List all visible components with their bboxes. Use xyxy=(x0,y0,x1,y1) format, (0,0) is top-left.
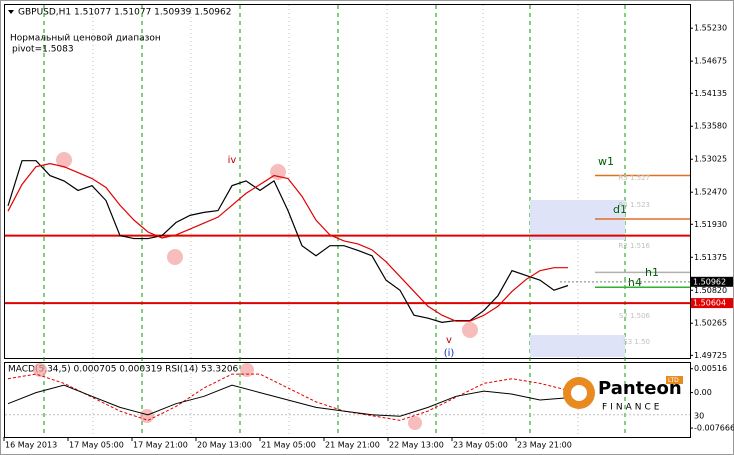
current-price-box xyxy=(691,276,733,287)
y-tick-label: 1.51375 xyxy=(694,253,727,262)
y-tick-label: 1.54675 xyxy=(694,57,727,66)
wave-label: (i) xyxy=(444,348,455,359)
logo-sub: FINANCE xyxy=(602,403,662,413)
current-price-label: 1.50962 xyxy=(693,277,726,286)
pivot-note: pivot=1.5083 xyxy=(12,45,74,55)
x-tick-label: 20 May 13:00 xyxy=(197,441,252,450)
x-tick-label: 22 May 13:00 xyxy=(389,441,444,450)
logo-badge-text: LTD xyxy=(668,377,679,384)
y-tick-label: 1.53025 xyxy=(694,155,727,164)
y-tick-label: 1.49725 xyxy=(694,351,727,360)
level-label: 1.50604 xyxy=(693,299,726,308)
indicator-panel xyxy=(4,362,691,438)
x-tick-label: 23 May 21:00 xyxy=(517,441,572,450)
pivot-level-label: S3 1.50 xyxy=(623,338,650,346)
highlight xyxy=(240,363,254,377)
collapse-icon xyxy=(8,10,14,14)
series-line xyxy=(7,163,568,322)
highlight xyxy=(462,322,478,338)
x-tick-label: 21 May 05:00 xyxy=(261,441,316,450)
wave-label: v xyxy=(446,335,452,346)
x-tick-label: 21 May 21:00 xyxy=(325,441,380,450)
wave-label: iv xyxy=(228,155,237,166)
y-tick-label: 0.00 xyxy=(694,388,712,397)
y-tick-label: 1.50820 xyxy=(694,286,727,295)
y2-tick-label: 30 xyxy=(694,411,704,420)
indicator-line xyxy=(7,384,569,417)
y-tick-label: -0.007666 xyxy=(694,424,734,433)
pivot-label: w1 xyxy=(598,155,614,168)
pivot-label: h4 xyxy=(628,276,642,289)
indicator-name: Нормальный ценовой диапазон xyxy=(10,34,161,44)
price-panel xyxy=(4,4,691,359)
y-tick-label: 1.54135 xyxy=(694,89,727,98)
logo-name: Panteon xyxy=(598,378,682,399)
chart-title: GBPUSD,H1 1.51077 1.51077 1.50939 1.5096… xyxy=(18,8,231,18)
pivot-level-label: R4 1.523 xyxy=(618,201,650,209)
logo-badge xyxy=(666,376,683,384)
y-tick-label: 1.51930 xyxy=(694,220,727,229)
pivot-zone xyxy=(530,335,625,357)
highlight xyxy=(167,249,183,265)
pivot-level-label: R5 1.527 xyxy=(618,174,650,182)
series-line xyxy=(7,160,569,323)
highlight xyxy=(408,416,422,430)
y-tick-label: 1.55230 xyxy=(694,24,727,33)
pivot-label: d1 xyxy=(613,203,627,216)
x-tick-label: 17 May 21:00 xyxy=(133,441,188,450)
level-label-box xyxy=(691,298,733,309)
pivot-level-label: S2 1.506 xyxy=(619,312,651,320)
y-tick-label: 1.53580 xyxy=(694,122,727,131)
y-tick-label: 0.00516 xyxy=(694,364,727,373)
x-tick-label: 23 May 05:00 xyxy=(453,441,508,450)
x-tick-label: 17 May 05:00 xyxy=(69,441,124,450)
pivot-zone xyxy=(530,200,625,240)
pivot-label: h1 xyxy=(645,266,659,279)
logo-mark xyxy=(571,385,587,401)
indicator-title: MACD(5,34,5) 0.000705 0.000319 RSI(14) 5… xyxy=(8,365,239,375)
pivot-level-label: R2 1.516 xyxy=(618,242,650,250)
y-tick-label: 1.52470 xyxy=(694,188,727,197)
indicator-line xyxy=(7,373,569,421)
y-tick-label: 1.50265 xyxy=(694,319,727,328)
logo: Panteon FINANCE LTD xyxy=(563,376,683,413)
highlight xyxy=(56,152,72,168)
highlight xyxy=(140,409,154,423)
highlight xyxy=(33,363,47,377)
x-tick-label: 16 May 2013 xyxy=(5,441,57,450)
